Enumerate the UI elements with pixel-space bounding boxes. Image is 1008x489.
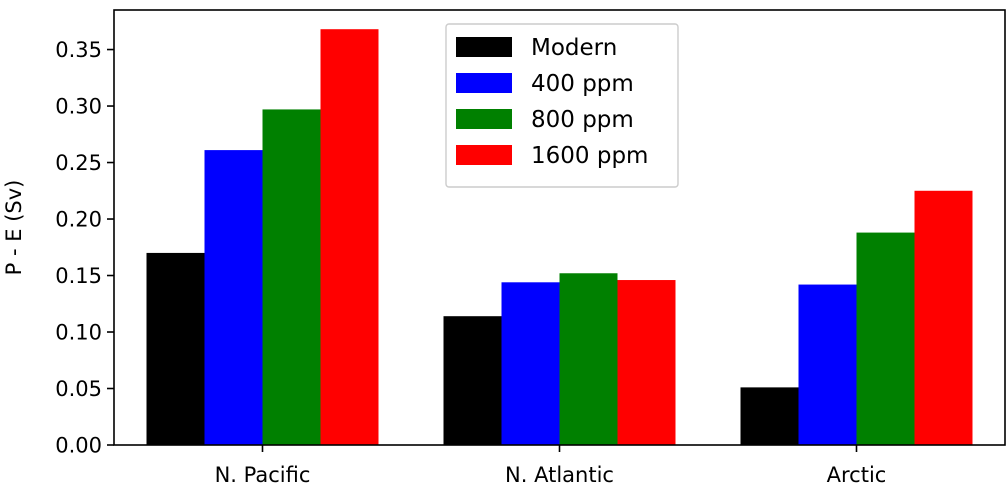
x-axis-ticks: N. Pacific N. Atlantic Arctic xyxy=(215,445,887,487)
bar-arctic-400-ppm xyxy=(798,284,857,445)
x-tick-label: N. Pacific xyxy=(215,463,311,487)
y-axis-ticks: 0.00 0.05 0.10 0.15 0.20 0.25 0.30 0.35 xyxy=(55,38,114,458)
legend-entry-label: 1600 ppm xyxy=(531,143,648,169)
legend-swatch xyxy=(456,145,512,165)
y-tick-label: 0.25 xyxy=(55,151,102,175)
legend-entry-label: 800 ppm xyxy=(531,107,634,133)
legend-entry-label: 400 ppm xyxy=(531,71,634,97)
y-tick-label: 0.15 xyxy=(55,264,102,288)
y-tick-label: 0.10 xyxy=(55,321,102,345)
bar-n-pacific-modern xyxy=(146,252,205,445)
plot-frame xyxy=(113,9,1006,446)
bar-arctic-1600-ppm xyxy=(914,190,973,445)
x-tick-label: Arctic xyxy=(827,463,887,487)
bar-n-atlantic-400-ppm xyxy=(501,282,560,445)
bar-n-atlantic-1600-ppm xyxy=(617,280,676,445)
y-tick-label: 0.30 xyxy=(55,95,102,119)
bar-arctic-800-ppm xyxy=(856,232,915,445)
bar-arctic-modern xyxy=(740,387,799,445)
y-axis-label: P - E (Sv) xyxy=(2,180,26,276)
y-tick-label: 0.00 xyxy=(55,434,102,458)
x-tick-label: N. Atlantic xyxy=(505,463,614,487)
bars-group xyxy=(146,29,973,446)
bar-n-pacific-400-ppm xyxy=(204,150,263,446)
legend-swatch xyxy=(456,37,512,57)
y-tick-label: 0.35 xyxy=(55,38,102,62)
bar-n-pacific-800-ppm xyxy=(262,109,321,445)
y-tick-label: 0.20 xyxy=(55,208,102,232)
bar-n-pacific-1600-ppm xyxy=(320,29,379,445)
bar-n-atlantic-800-ppm xyxy=(559,273,618,445)
legend-entry-label: Modern xyxy=(531,35,617,61)
legend: Modern 400 ppm 800 ppm 1600 ppm xyxy=(445,23,679,188)
bar-n-atlantic-modern xyxy=(443,316,502,445)
y-tick-label: 0.05 xyxy=(55,377,102,401)
legend-swatch xyxy=(456,109,512,129)
legend-swatch xyxy=(456,73,512,93)
